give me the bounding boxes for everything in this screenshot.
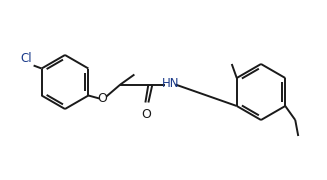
Text: Cl: Cl [20, 51, 32, 64]
Text: O: O [142, 107, 151, 120]
Text: HN: HN [162, 77, 179, 90]
Text: O: O [97, 92, 107, 105]
